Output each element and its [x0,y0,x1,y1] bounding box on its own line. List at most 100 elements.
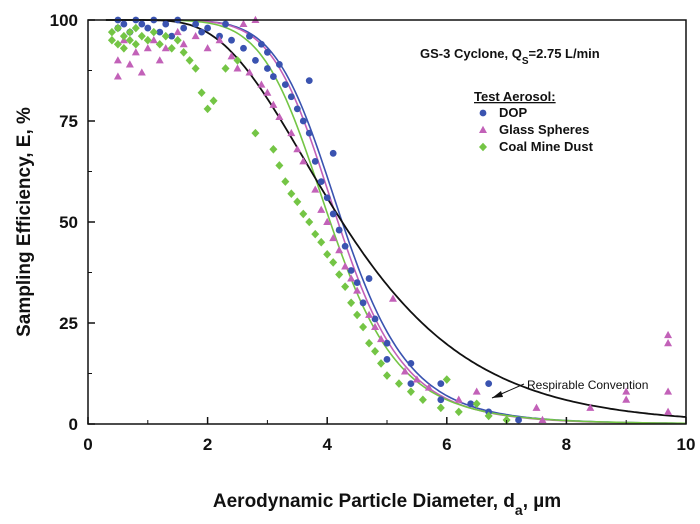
point-dop [485,380,493,387]
y-axis-title: Sampling Efficiency, E, % [14,107,35,337]
point-dop [467,400,475,408]
respirable-convention-label: Respirable Convention [491,378,648,399]
fitted-curve-dop [105,19,686,425]
point-dop [264,48,271,56]
point-dop [258,40,265,48]
legend: DOP Glass Spheres Coal Mine Dust [479,105,594,154]
point-glass-spheres [311,185,320,193]
point-glass-spheres [233,64,242,72]
y-tick-label: 75 [59,112,78,131]
x-tick-label: 6 [442,435,451,454]
point-coal-mine-dust [311,229,320,239]
point-dop [228,36,235,44]
point-dop [246,32,253,40]
point-glass-spheres [269,100,278,108]
point-glass-spheres [353,286,362,294]
point-dop [353,279,361,286]
point-coal-mine-dust [149,27,158,37]
point-coal-mine-dust [317,237,326,247]
point-glass-spheres [586,403,595,411]
point-glass-spheres [293,145,302,153]
point-dop [311,158,319,165]
point-coal-mine-dust [173,35,182,45]
point-dop [329,210,337,218]
point-coal-mine-dust [161,31,170,41]
legend-label: DOP [499,105,528,120]
point-coal-mine-dust [233,56,242,65]
point-glass-spheres [532,403,541,411]
point-glass-spheres [137,68,146,76]
respirable-convention-text: Respirable Convention [527,378,648,392]
point-dop [168,32,176,40]
point-dop [407,360,415,367]
point-dop [287,93,295,101]
point-glass-spheres [664,339,673,347]
x-tick-label: 0 [83,435,92,454]
point-dop [383,339,391,347]
point-coal-mine-dust [329,258,338,267]
point-glass-spheres [263,88,272,96]
point-coal-mine-dust [394,379,403,388]
point-glass-spheres [538,415,547,423]
point-dop [198,28,206,36]
point-coal-mine-dust [454,407,463,417]
point-glass-spheres [191,31,200,40]
point-glass-spheres [161,44,170,52]
point-dop [240,44,247,52]
point-glass-spheres [664,387,673,395]
point-dop [329,149,337,157]
data-points [107,15,673,425]
point-glass-spheres [215,36,224,44]
point-coal-mine-dust [107,35,116,45]
point-dop [252,57,259,64]
point-coal-mine-dust [185,56,194,65]
point-glass-spheres [664,330,673,339]
point-coal-mine-dust [125,27,134,37]
chart-annotation: GS-3 Cyclone, QS=2.75 L/min [420,46,600,67]
point-glass-spheres [155,56,164,64]
point-dop [407,380,415,387]
point-glass-spheres [317,205,326,213]
point-coal-mine-dust [341,282,350,291]
legend-label: Coal Mine Dust [499,139,594,154]
point-coal-mine-dust [442,375,451,384]
point-dop [192,20,200,28]
y-tick-label: 25 [59,314,78,333]
point-coal-mine-dust [119,43,128,53]
point-glass-spheres [622,395,631,403]
point-glass-spheres [412,375,421,383]
plot-frame [87,19,687,425]
point-glass-spheres [299,157,308,165]
point-coal-mine-dust [155,39,164,49]
point-glass-spheres [323,217,332,225]
point-glass-spheres [371,322,380,331]
point-coal-mine-dust [299,209,308,219]
point-coal-mine-dust [179,48,188,57]
y-tick-label: 100 [50,11,78,30]
point-coal-mine-dust [203,104,212,114]
legend-label: Glass Spheres [499,122,589,137]
point-glass-spheres [143,44,152,52]
point-dop [347,267,355,274]
point-dop [371,315,379,323]
point-coal-mine-dust [365,338,374,348]
point-glass-spheres [173,27,182,36]
point-coal-mine-dust [197,88,206,98]
legend-marker-glass-spheres [479,125,487,133]
point-dop [359,299,367,307]
point-coal-mine-dust [107,27,116,37]
point-dop [120,20,128,28]
point-dop [156,28,164,36]
point-coal-mine-dust [191,64,200,73]
point-dop [323,194,331,202]
point-glass-spheres [113,72,122,80]
point-coal-mine-dust [484,411,493,421]
point-glass-spheres [149,36,158,44]
point-coal-mine-dust [323,250,332,259]
point-dop [365,275,373,282]
point-coal-mine-dust [167,43,176,53]
point-dop [383,355,391,363]
point-dop [293,105,301,113]
